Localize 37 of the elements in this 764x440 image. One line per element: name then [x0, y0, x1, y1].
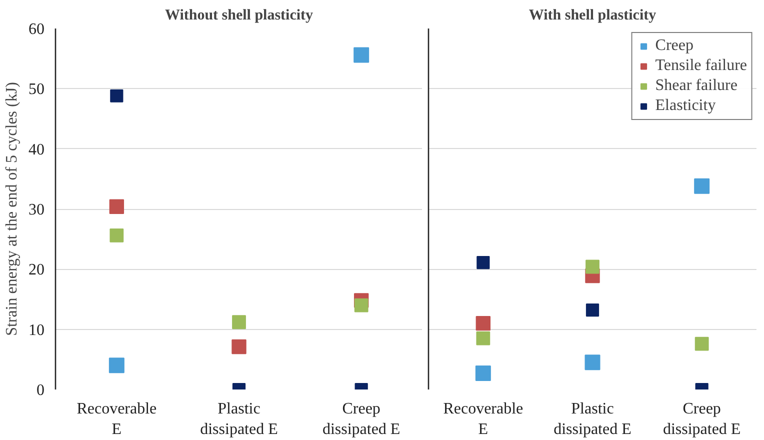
point — [476, 316, 491, 331]
y-tick-label: 0 — [36, 382, 44, 399]
point — [110, 228, 124, 242]
x-tick-label: Recoverable E — [76, 400, 157, 438]
y-axis-title: Strain energy at the end of 5 cycles (kJ) — [4, 82, 20, 336]
legend-label: Shear failure — [655, 77, 738, 95]
x-tick-label: Recoverable E — [443, 400, 524, 438]
legend-label: Tensile failure — [655, 57, 747, 75]
point — [232, 339, 246, 354]
y-tick-label: 20 — [28, 262, 44, 279]
point — [694, 178, 710, 194]
legend-label: Creep — [655, 37, 694, 55]
point — [586, 260, 600, 274]
x-tick-label: Plastic dissipated E — [200, 400, 278, 438]
x-tick-label: Creep dissipated E — [322, 400, 400, 438]
x-tick-label: Creep dissipated E — [662, 400, 741, 438]
point — [110, 89, 124, 102]
point — [586, 304, 600, 317]
x-tick-label: Plastic dissipated E — [554, 400, 632, 438]
legend-label: Elasticity — [655, 97, 716, 115]
y-tick-label: 30 — [28, 202, 44, 218]
point — [584, 354, 600, 370]
point — [354, 298, 368, 312]
point — [694, 336, 709, 351]
point — [109, 199, 124, 214]
y-tick-label: 50 — [28, 81, 44, 98]
y-tick-label: 40 — [28, 141, 44, 158]
point — [476, 256, 490, 270]
chart-title: Without shell plasticity — [164, 8, 314, 24]
point — [354, 47, 370, 63]
chart-title: With shell plasticity — [528, 8, 657, 24]
point — [475, 366, 491, 382]
y-tick-label: 10 — [28, 322, 44, 339]
y-tick-label: 60 — [28, 21, 44, 38]
point — [232, 315, 246, 330]
point — [476, 331, 490, 346]
point — [108, 358, 124, 374]
